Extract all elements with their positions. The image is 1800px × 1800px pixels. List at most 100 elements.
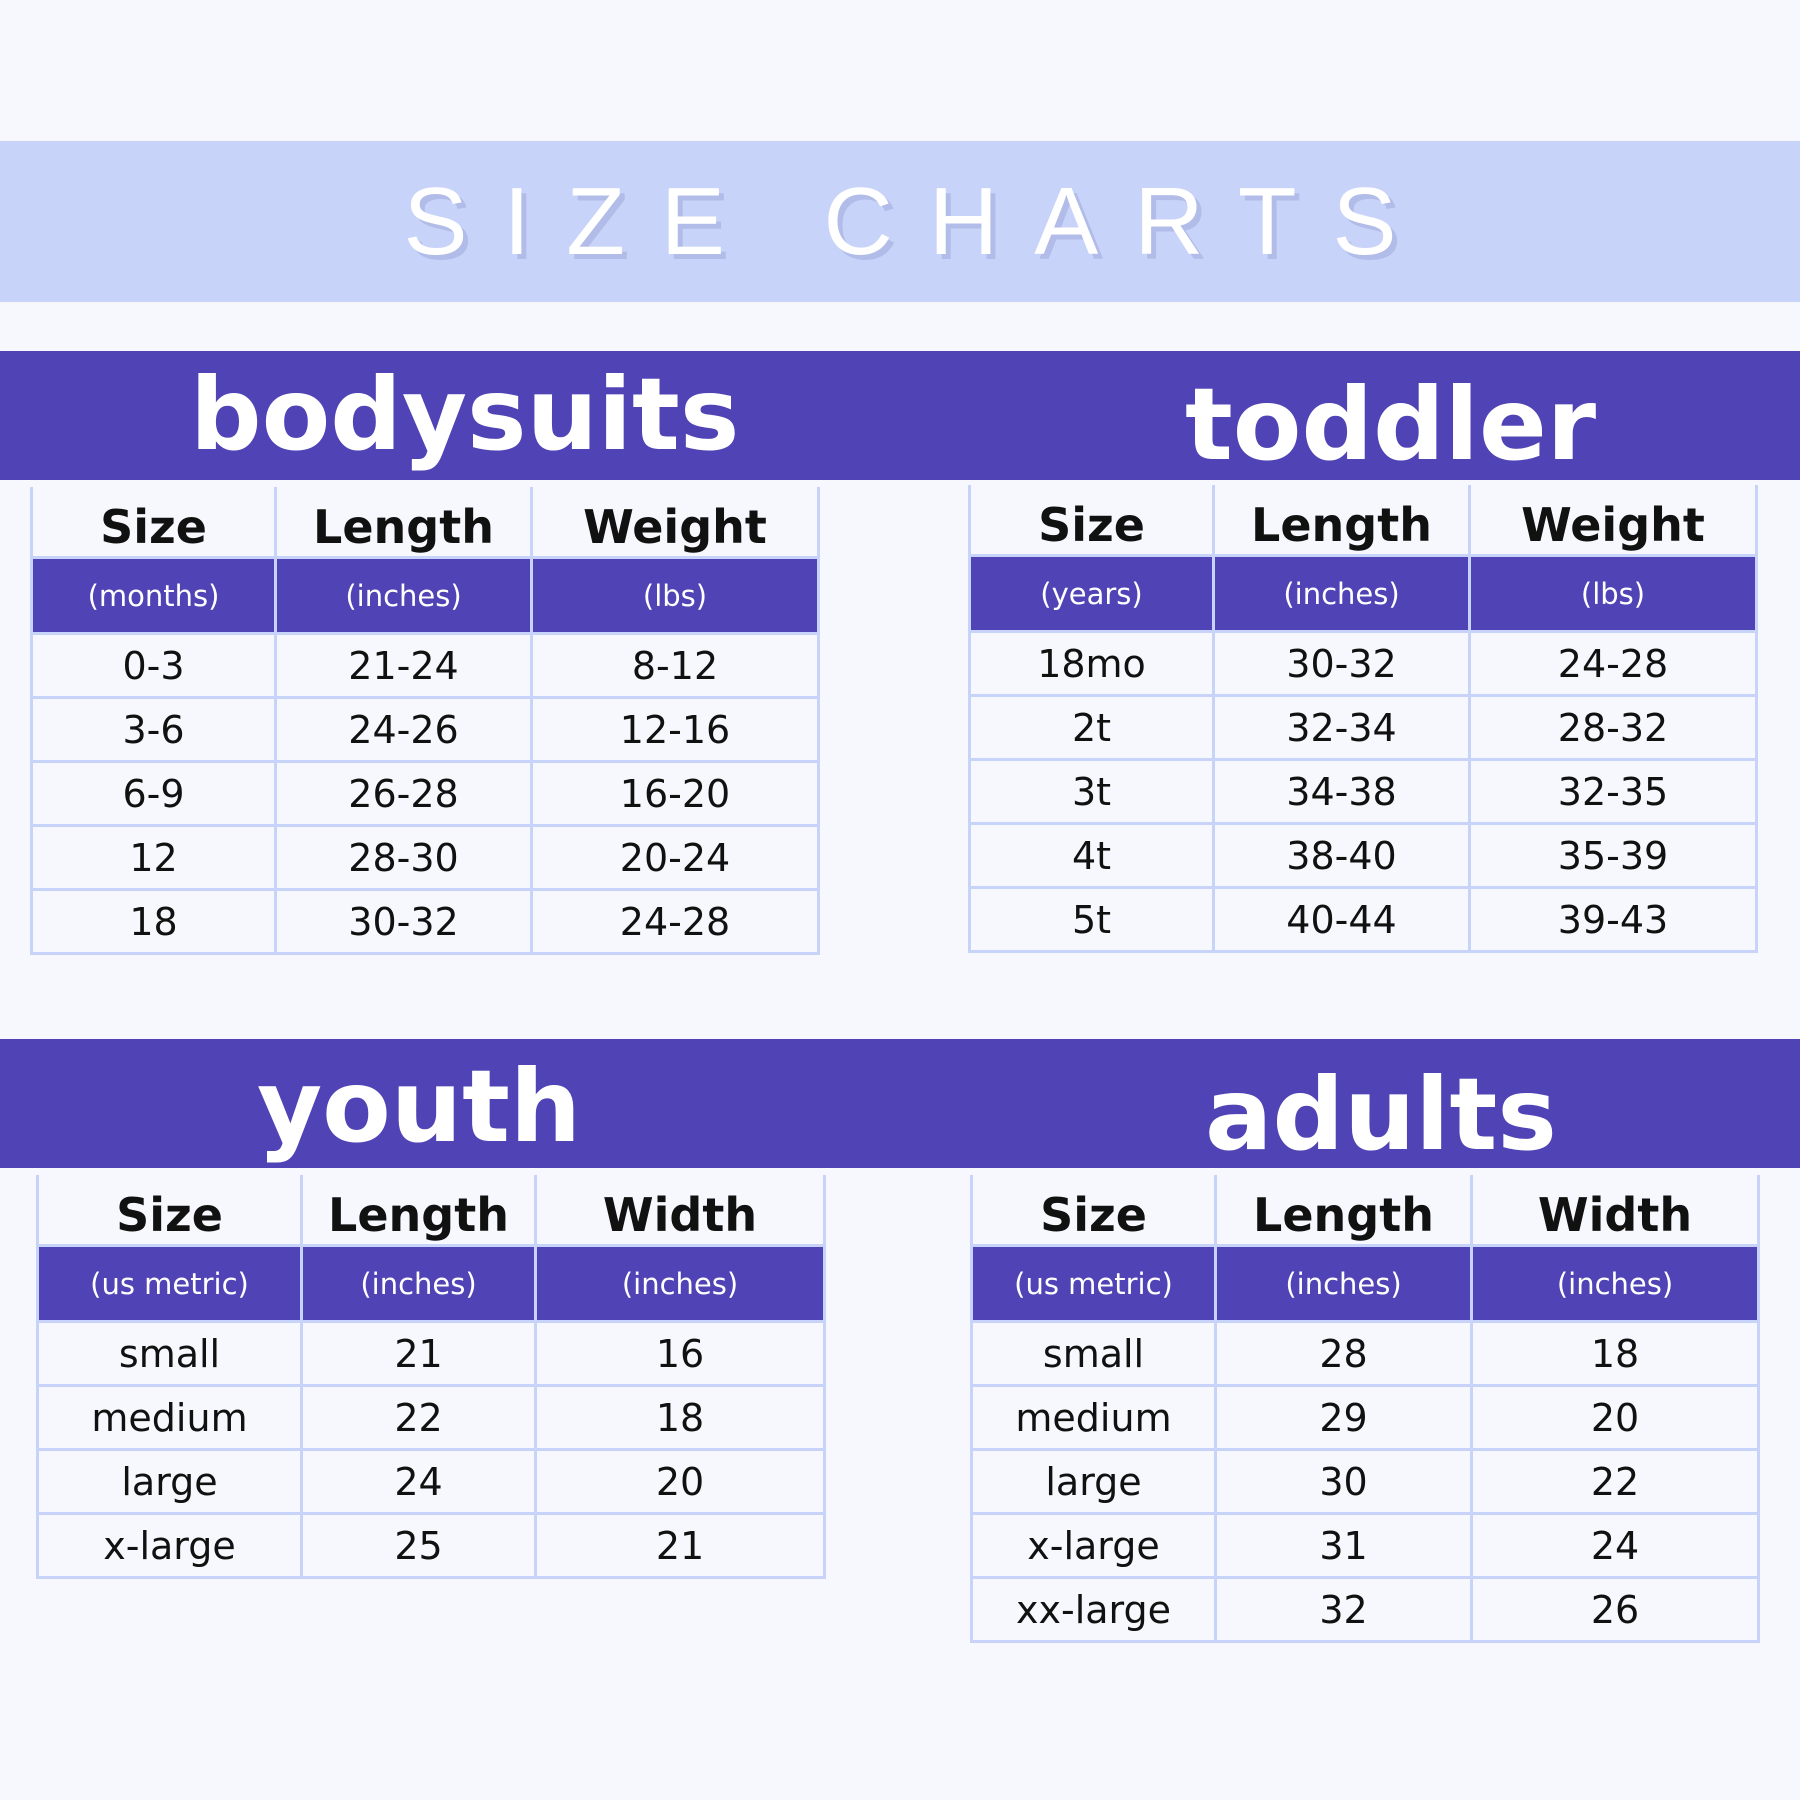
size-table-toddler: Size Length Weight (years) (inches) (lbs… xyxy=(968,485,1758,953)
column-header: Width xyxy=(534,1175,826,1247)
table-cell: 20 xyxy=(534,1448,826,1515)
table-cell: 29 xyxy=(1214,1384,1473,1451)
table-cell: 34-38 xyxy=(1212,758,1471,825)
column-header: Length xyxy=(1214,1175,1473,1247)
table-cell: 6-9 xyxy=(30,760,277,827)
table-cell: small xyxy=(36,1320,303,1387)
table-cell: 40-44 xyxy=(1212,886,1471,953)
column-header: Weight xyxy=(1468,485,1758,557)
column-header: Size xyxy=(30,487,277,559)
table-units-row: (months) (inches) (lbs) xyxy=(30,556,820,635)
unit-label: (inches) xyxy=(1470,1244,1760,1323)
table-cell: 20-24 xyxy=(530,824,820,891)
table-cell: 8-12 xyxy=(530,632,820,699)
table-row: 5t 40-44 39-43 xyxy=(968,886,1758,953)
table-cell: 32-34 xyxy=(1212,694,1471,761)
unit-label: (inches) xyxy=(534,1244,826,1323)
table-cell: 28-32 xyxy=(1468,694,1758,761)
table-cell: x-large xyxy=(36,1512,303,1579)
table-row: x-large 31 24 xyxy=(970,1512,1760,1579)
table-row: 0-3 21-24 8-12 xyxy=(30,632,820,699)
unit-label: (inches) xyxy=(1212,554,1471,633)
table-units-row: (us metric) (inches) (inches) xyxy=(36,1244,826,1323)
heading-toddler: toddler xyxy=(1185,366,1597,483)
table-header-row: Size Length Width xyxy=(970,1175,1760,1247)
table-cell: 0-3 xyxy=(30,632,277,699)
table-cell: 28 xyxy=(1214,1320,1473,1387)
title-banner: SIZE CHARTS xyxy=(0,141,1800,302)
column-header: Size xyxy=(968,485,1215,557)
table-row: x-large 25 21 xyxy=(36,1512,826,1579)
table-cell: 24-26 xyxy=(274,696,533,763)
unit-label: (years) xyxy=(968,554,1215,633)
table-cell: 22 xyxy=(300,1384,537,1451)
table-cell: 30 xyxy=(1214,1448,1473,1515)
table-cell: 22 xyxy=(1470,1448,1760,1515)
table-row: small 21 16 xyxy=(36,1320,826,1387)
table-cell: 21 xyxy=(534,1512,826,1579)
table-cell: 12-16 xyxy=(530,696,820,763)
table-header-row: Size Length Weight xyxy=(968,485,1758,557)
column-header: Weight xyxy=(530,487,820,559)
table-row: 4t 38-40 35-39 xyxy=(968,822,1758,889)
table-row: 3t 34-38 32-35 xyxy=(968,758,1758,825)
unit-label: (us metric) xyxy=(36,1244,303,1323)
table-cell: 21-24 xyxy=(274,632,533,699)
table-row: large 24 20 xyxy=(36,1448,826,1515)
column-header: Width xyxy=(1470,1175,1760,1247)
table-cell: medium xyxy=(970,1384,1217,1451)
unit-label: (inches) xyxy=(1214,1244,1473,1323)
table-cell: xx-large xyxy=(970,1576,1217,1643)
table-cell: 3t xyxy=(968,758,1215,825)
unit-label: (inches) xyxy=(274,556,533,635)
column-header: Length xyxy=(300,1175,537,1247)
size-table-youth: Size Length Width (us metric) (inches) (… xyxy=(36,1175,826,1579)
table-row: 2t 32-34 28-32 xyxy=(968,694,1758,761)
table-cell: 24 xyxy=(1470,1512,1760,1579)
table-cell: small xyxy=(970,1320,1217,1387)
table-cell: 4t xyxy=(968,822,1215,889)
table-row: medium 29 20 xyxy=(970,1384,1760,1451)
table-cell: 5t xyxy=(968,886,1215,953)
table-cell: 39-43 xyxy=(1468,886,1758,953)
table-row: xx-large 32 26 xyxy=(970,1576,1760,1643)
table-cell: 16 xyxy=(534,1320,826,1387)
column-header: Length xyxy=(1212,485,1471,557)
table-cell: 28-30 xyxy=(274,824,533,891)
table-cell: 30-32 xyxy=(1212,630,1471,697)
table-cell: medium xyxy=(36,1384,303,1451)
table-header-row: Size Length Weight xyxy=(30,487,820,559)
table-row: medium 22 18 xyxy=(36,1384,826,1451)
unit-label: (months) xyxy=(30,556,277,635)
table-cell: 16-20 xyxy=(530,760,820,827)
table-units-row: (years) (inches) (lbs) xyxy=(968,554,1758,633)
table-cell: 35-39 xyxy=(1468,822,1758,889)
table-units-row: (us metric) (inches) (inches) xyxy=(970,1244,1760,1323)
heading-youth: youth xyxy=(257,1048,582,1165)
table-cell: 18 xyxy=(30,888,277,955)
table-cell: 38-40 xyxy=(1212,822,1471,889)
table-row: 18 30-32 24-28 xyxy=(30,888,820,955)
unit-label: (us metric) xyxy=(970,1244,1217,1323)
table-row: 12 28-30 20-24 xyxy=(30,824,820,891)
table-cell: 30-32 xyxy=(274,888,533,955)
table-cell: 26 xyxy=(1470,1576,1760,1643)
table-cell: large xyxy=(36,1448,303,1515)
column-header: Size xyxy=(36,1175,303,1247)
table-cell: x-large xyxy=(970,1512,1217,1579)
table-cell: 24-28 xyxy=(1468,630,1758,697)
unit-label: (lbs) xyxy=(530,556,820,635)
table-row: large 30 22 xyxy=(970,1448,1760,1515)
table-cell: 25 xyxy=(300,1512,537,1579)
table-cell: 26-28 xyxy=(274,760,533,827)
section-band-top xyxy=(0,351,1800,480)
table-cell: 32 xyxy=(1214,1576,1473,1643)
table-cell: 24 xyxy=(300,1448,537,1515)
table-row: 18mo 30-32 24-28 xyxy=(968,630,1758,697)
table-cell: 18mo xyxy=(968,630,1215,697)
table-row: small 28 18 xyxy=(970,1320,1760,1387)
section-band-bottom xyxy=(0,1039,1800,1168)
table-cell: 18 xyxy=(1470,1320,1760,1387)
size-table-bodysuits: Size Length Weight (months) (inches) (lb… xyxy=(30,487,820,955)
table-cell: large xyxy=(970,1448,1217,1515)
